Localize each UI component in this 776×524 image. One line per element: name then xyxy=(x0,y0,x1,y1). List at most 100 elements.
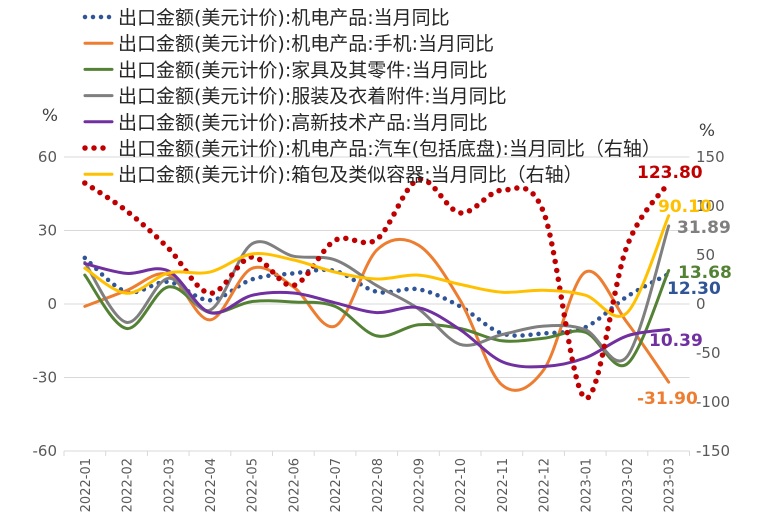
data-point xyxy=(333,301,337,305)
series-line-1 xyxy=(82,255,671,338)
x-axis-tick-label: 2022-09 xyxy=(412,458,427,512)
series-line-4 xyxy=(83,224,671,363)
data-point xyxy=(250,267,254,271)
data-point xyxy=(333,258,337,262)
x-axis-tick-label: 2022-04 xyxy=(204,458,219,512)
right-axis-tick-label: 150 xyxy=(696,148,725,166)
data-point xyxy=(250,242,254,246)
data-point xyxy=(375,284,379,288)
left-axis-tick-label: -30 xyxy=(33,369,58,387)
data-point xyxy=(83,256,87,260)
data-point xyxy=(458,298,462,302)
series-line-2 xyxy=(83,237,671,392)
data-label: -31.90 xyxy=(637,389,698,409)
series-6 xyxy=(82,176,672,401)
legend-item: 出口金额(美元计价):家具及其零件:当月同比 xyxy=(83,59,488,81)
data-point xyxy=(291,258,295,262)
legend-label: 出口金额(美元计价):机电产品:手机:当月同比 xyxy=(118,33,494,55)
data-point xyxy=(250,293,254,297)
data-point xyxy=(500,360,504,364)
data-point xyxy=(417,323,421,327)
data-point xyxy=(83,262,87,266)
legend-label: 出口金额(美元计价):机电产品:当月同比 xyxy=(118,7,450,29)
data-point xyxy=(625,362,629,366)
legend-item: 出口金额(美元计价):箱包及类似容器:当月同比（右轴） xyxy=(83,164,583,186)
data-point xyxy=(250,278,254,282)
x-axis-tick-label: 2023-02 xyxy=(621,458,636,512)
data-label: 10.39 xyxy=(649,331,703,351)
data-point xyxy=(83,304,87,308)
data-point xyxy=(583,356,587,360)
data-point xyxy=(583,328,587,332)
data-point xyxy=(667,224,671,228)
data-point xyxy=(375,237,379,241)
data-point xyxy=(542,210,546,214)
data-point xyxy=(208,291,212,295)
data-point xyxy=(375,311,379,315)
data-point xyxy=(166,276,170,280)
legend-label: 出口金额(美元计价):高新技术产品:当月同比 xyxy=(118,112,488,134)
data-point xyxy=(125,327,129,331)
data-point xyxy=(458,211,462,215)
data-point xyxy=(625,355,629,359)
legend-item: 出口金额(美元计价):机电产品:手机:当月同比 xyxy=(83,33,494,55)
data-point xyxy=(375,277,379,281)
legend-label: 出口金额(美元计价):箱包及类似容器:当月同比（右轴） xyxy=(118,164,583,186)
data-point xyxy=(333,238,337,242)
legend-label: 出口金额(美元计价):机电产品:汽车(包括底盘):当月同比（右轴） xyxy=(118,138,661,160)
data-point xyxy=(166,280,170,284)
data-point xyxy=(208,311,212,315)
data-point xyxy=(542,336,546,340)
data-point xyxy=(125,209,129,213)
data-point xyxy=(500,339,504,343)
data-point xyxy=(583,293,587,297)
legend-item: 出口金额(美元计价):服装及衣着附件:当月同比 xyxy=(83,86,507,108)
data-point xyxy=(291,291,295,295)
right-axis-tick-label: -100 xyxy=(696,393,730,411)
data-point xyxy=(500,290,504,294)
right-axis-unit-label: % xyxy=(699,121,715,141)
data-point xyxy=(500,333,504,337)
data-point xyxy=(458,328,462,332)
data-point xyxy=(333,324,337,328)
data-point xyxy=(125,320,129,324)
data-point xyxy=(625,320,629,324)
data-point xyxy=(667,269,671,273)
data-point xyxy=(208,270,212,274)
legend-item: 出口金额(美元计价):高新技术产品:当月同比 xyxy=(83,112,488,134)
left-axis-unit-label: % xyxy=(42,106,58,126)
x-axis-tick-label: 2022-03 xyxy=(162,458,177,512)
left-axis-tick-label: 60 xyxy=(38,148,57,166)
data-point xyxy=(291,254,295,258)
x-axis-tick-label: 2022-10 xyxy=(454,458,469,512)
data-point xyxy=(625,311,629,315)
data-point xyxy=(583,270,587,274)
x-axis-tick-label: 2022-02 xyxy=(121,458,136,512)
data-point xyxy=(375,248,379,252)
data-point xyxy=(250,252,254,256)
x-axis-tick-label: 2022-11 xyxy=(496,458,511,512)
right-axis-tick-label: -50 xyxy=(696,344,721,362)
data-point xyxy=(542,288,546,292)
data-point xyxy=(417,306,421,310)
left-axis-tick-label: 0 xyxy=(47,295,57,313)
x-axis: 2022-01 2022-02 2022-03 2022-04 2022-05 2022-… xyxy=(63,451,690,512)
data-point xyxy=(125,291,129,295)
x-axis-tick-label: 2022-07 xyxy=(329,458,344,512)
series-line-7 xyxy=(83,214,671,318)
data-point xyxy=(291,300,295,304)
data-point xyxy=(208,298,212,302)
series-7 xyxy=(83,214,671,318)
data-point xyxy=(417,243,421,247)
data-point xyxy=(542,365,546,369)
x-axis-tick-label: 2022-05 xyxy=(246,458,261,512)
data-point xyxy=(333,270,337,274)
data-point xyxy=(333,304,337,308)
data-label: 31.89 xyxy=(677,218,731,238)
data-point xyxy=(125,271,129,275)
legend: 出口金额(美元计价):机电产品:当月同比出口金额(美元计价):机电产品:手机:当… xyxy=(82,7,661,186)
series-2 xyxy=(83,237,671,392)
data-point xyxy=(83,181,87,185)
legend-item: 出口金额(美元计价):机电产品:汽车(包括底盘):当月同比（右轴） xyxy=(82,138,661,160)
